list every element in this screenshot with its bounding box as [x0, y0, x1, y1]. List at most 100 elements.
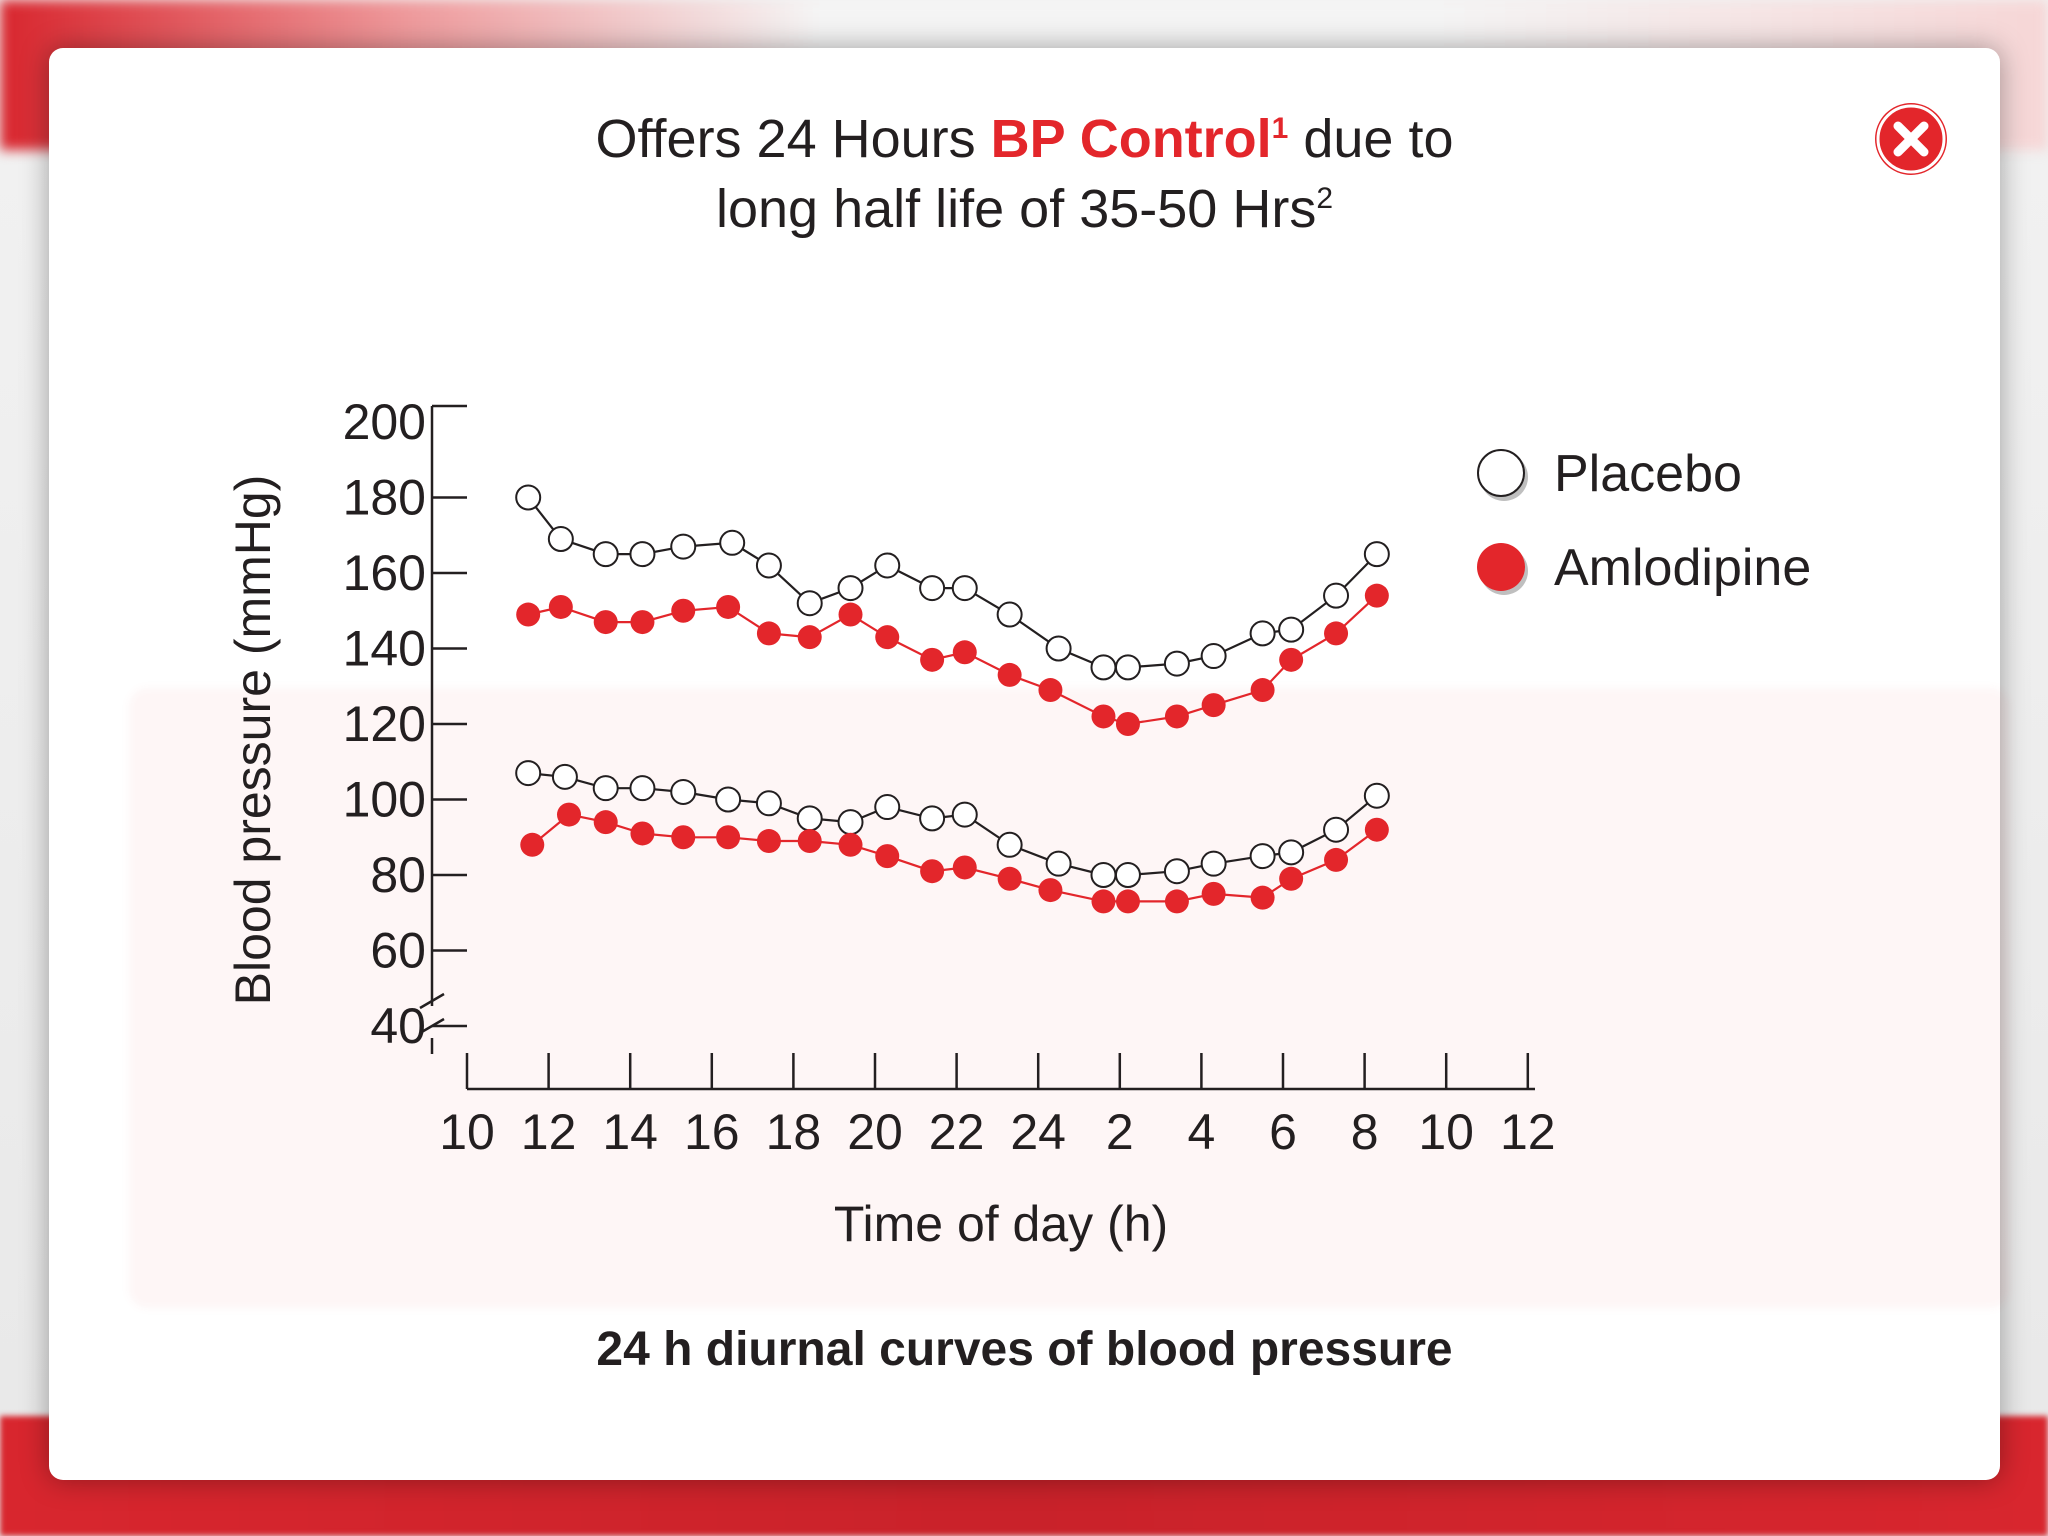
placebo-systolic-point [837, 575, 864, 602]
amlodipine-diastolic-point [1038, 878, 1063, 903]
amlodipine-diastolic-point [520, 832, 545, 857]
chart-title: 24 h diurnal curves of blood pressure [596, 1323, 1453, 1376]
x-tick-label: 8 [1351, 1104, 1379, 1160]
x-tick-label: 12 [1500, 1104, 1556, 1160]
placebo-systolic-point [1323, 582, 1350, 609]
amlodipine-diastolic-point [716, 825, 741, 850]
amlodipine-systolic-point [1164, 704, 1189, 729]
placebo-diastolic-point [951, 801, 978, 828]
placebo-systolic-point [1045, 635, 1072, 662]
amlodipine-systolic-line [527, 594, 1378, 726]
title-footnote-2: 2 [1316, 182, 1333, 215]
x-tick-label: 18 [766, 1104, 822, 1160]
legend-marker-amlodipine [1477, 543, 1525, 591]
placebo-systolic-point [1114, 654, 1141, 681]
amlodipine-diastolic-point [797, 829, 822, 854]
x-tick-label: 14 [602, 1104, 658, 1160]
placebo-diastolic-point [515, 760, 542, 787]
placebo-diastolic-point [551, 763, 578, 790]
y-tick-label: 200 [343, 394, 426, 450]
chart-popup-modal: Offers 24 Hours BP Control1 due to long … [49, 48, 2009, 1480]
placebo-diastolic-point [1045, 850, 1072, 877]
x-tick-label: 10 [1418, 1104, 1474, 1160]
x-tick-label: 12 [521, 1104, 577, 1160]
placebo-systolic-point [1163, 650, 1190, 677]
amlodipine-systolic-point [797, 625, 822, 650]
amlodipine-systolic-point [630, 610, 655, 635]
amlodipine-diastolic-point [1164, 889, 1189, 914]
title-footnote-1: 1 [1271, 112, 1289, 145]
amlodipine-systolic-point [952, 640, 977, 665]
x-tick-label: 22 [929, 1104, 985, 1160]
amlodipine-systolic-point [1279, 647, 1304, 672]
amlodipine-systolic-point [671, 598, 696, 623]
popup-title: Offers 24 Hours BP Control1 due to long … [49, 104, 2000, 244]
amlodipine-systolic-point [516, 602, 541, 627]
y-tick-label: 80 [370, 847, 426, 903]
title-line-1: Offers 24 Hours BP Control1 due to [49, 104, 2000, 174]
amlodipine-systolic-point [1038, 678, 1063, 703]
placebo-systolic-point [1278, 616, 1305, 643]
placebo-systolic-point [1249, 620, 1276, 647]
amlodipine-diastolic-point [1250, 885, 1275, 910]
placebo-systolic-point [996, 601, 1023, 628]
placebo-systolic-point [515, 484, 542, 511]
y-tick-label: 60 [370, 923, 426, 979]
y-tick-label: 140 [343, 621, 426, 677]
close-button[interactable] [1875, 103, 1947, 175]
placebo-systolic-point [592, 541, 619, 568]
placebo-diastolic-point [1278, 839, 1305, 866]
placebo-systolic-point [547, 526, 574, 553]
x-tick-label: 10 [439, 1104, 495, 1160]
placebo-diastolic-point [796, 805, 823, 832]
y-tick-label: 100 [343, 772, 426, 828]
title-line-2: long half life of 35-50 Hrs2 [49, 174, 2000, 244]
placebo-diastolic-point [629, 775, 656, 802]
amlodipine-diastolic-point [875, 844, 900, 869]
amlodipine-diastolic-point [1324, 847, 1349, 872]
placebo-diastolic-point [1200, 850, 1227, 877]
close-icon [1876, 104, 1946, 174]
amlodipine-systolic-point [1091, 704, 1116, 729]
placebo-systolic-point [951, 575, 978, 602]
x-axis-label: Time of day (h) [834, 1196, 1168, 1252]
x-tick-label: 24 [1010, 1104, 1066, 1160]
placebo-diastolic-point [670, 778, 697, 805]
x-tick-label: 20 [847, 1104, 903, 1160]
placebo-diastolic-point [1163, 858, 1190, 885]
x-tick-label: 16 [684, 1104, 740, 1160]
amlodipine-systolic-point [875, 625, 900, 650]
background-ghost-panel [129, 688, 2009, 1308]
amlodipine-diastolic-point [1279, 866, 1304, 891]
placebo-diastolic-point [715, 786, 742, 813]
amlodipine-diastolic-point [630, 821, 655, 846]
amlodipine-systolic-point [838, 602, 863, 627]
amlodipine-diastolic-point [952, 855, 977, 880]
placebo-systolic-point [629, 541, 656, 568]
amlodipine-diastolic-point [1115, 889, 1140, 914]
amlodipine-systolic-point [1250, 678, 1275, 703]
amlodipine-systolic-point [593, 610, 618, 635]
y-axis-label: Blood pressure (mmHg) [225, 475, 281, 1006]
bp-chart: 200 180 160 140 120 100 80 60 40 Blood pressure (… [225, 394, 1811, 1252]
amlodipine-systolic-point [997, 662, 1022, 687]
amlodipine-diastolic-point [557, 802, 581, 827]
placebo-systolic-point [719, 529, 746, 556]
amlodipine-systolic-point [1364, 583, 1389, 608]
placebo-diastolic-point [874, 794, 901, 821]
placebo-systolic-point [1200, 643, 1227, 670]
amlodipine-diastolic-point [920, 859, 945, 884]
amlodipine-diastolic-point [838, 832, 863, 857]
y-tick-label: 160 [343, 545, 426, 601]
placebo-diastolic-point [1249, 843, 1276, 870]
y-tick-label: 180 [343, 470, 426, 526]
placebo-diastolic-point [592, 775, 619, 802]
x-tick-label: 4 [1187, 1104, 1215, 1160]
title-line1-prefix: Offers 24 Hours [595, 109, 991, 169]
placebo-systolic-point [796, 590, 823, 617]
placebo-systolic-point [670, 533, 697, 560]
amlodipine-diastolic-point [1364, 817, 1389, 842]
amlodipine-diastolic-point [756, 829, 781, 854]
amlodipine-systolic-point [548, 594, 573, 619]
amlodipine-diastolic-point [997, 866, 1022, 891]
